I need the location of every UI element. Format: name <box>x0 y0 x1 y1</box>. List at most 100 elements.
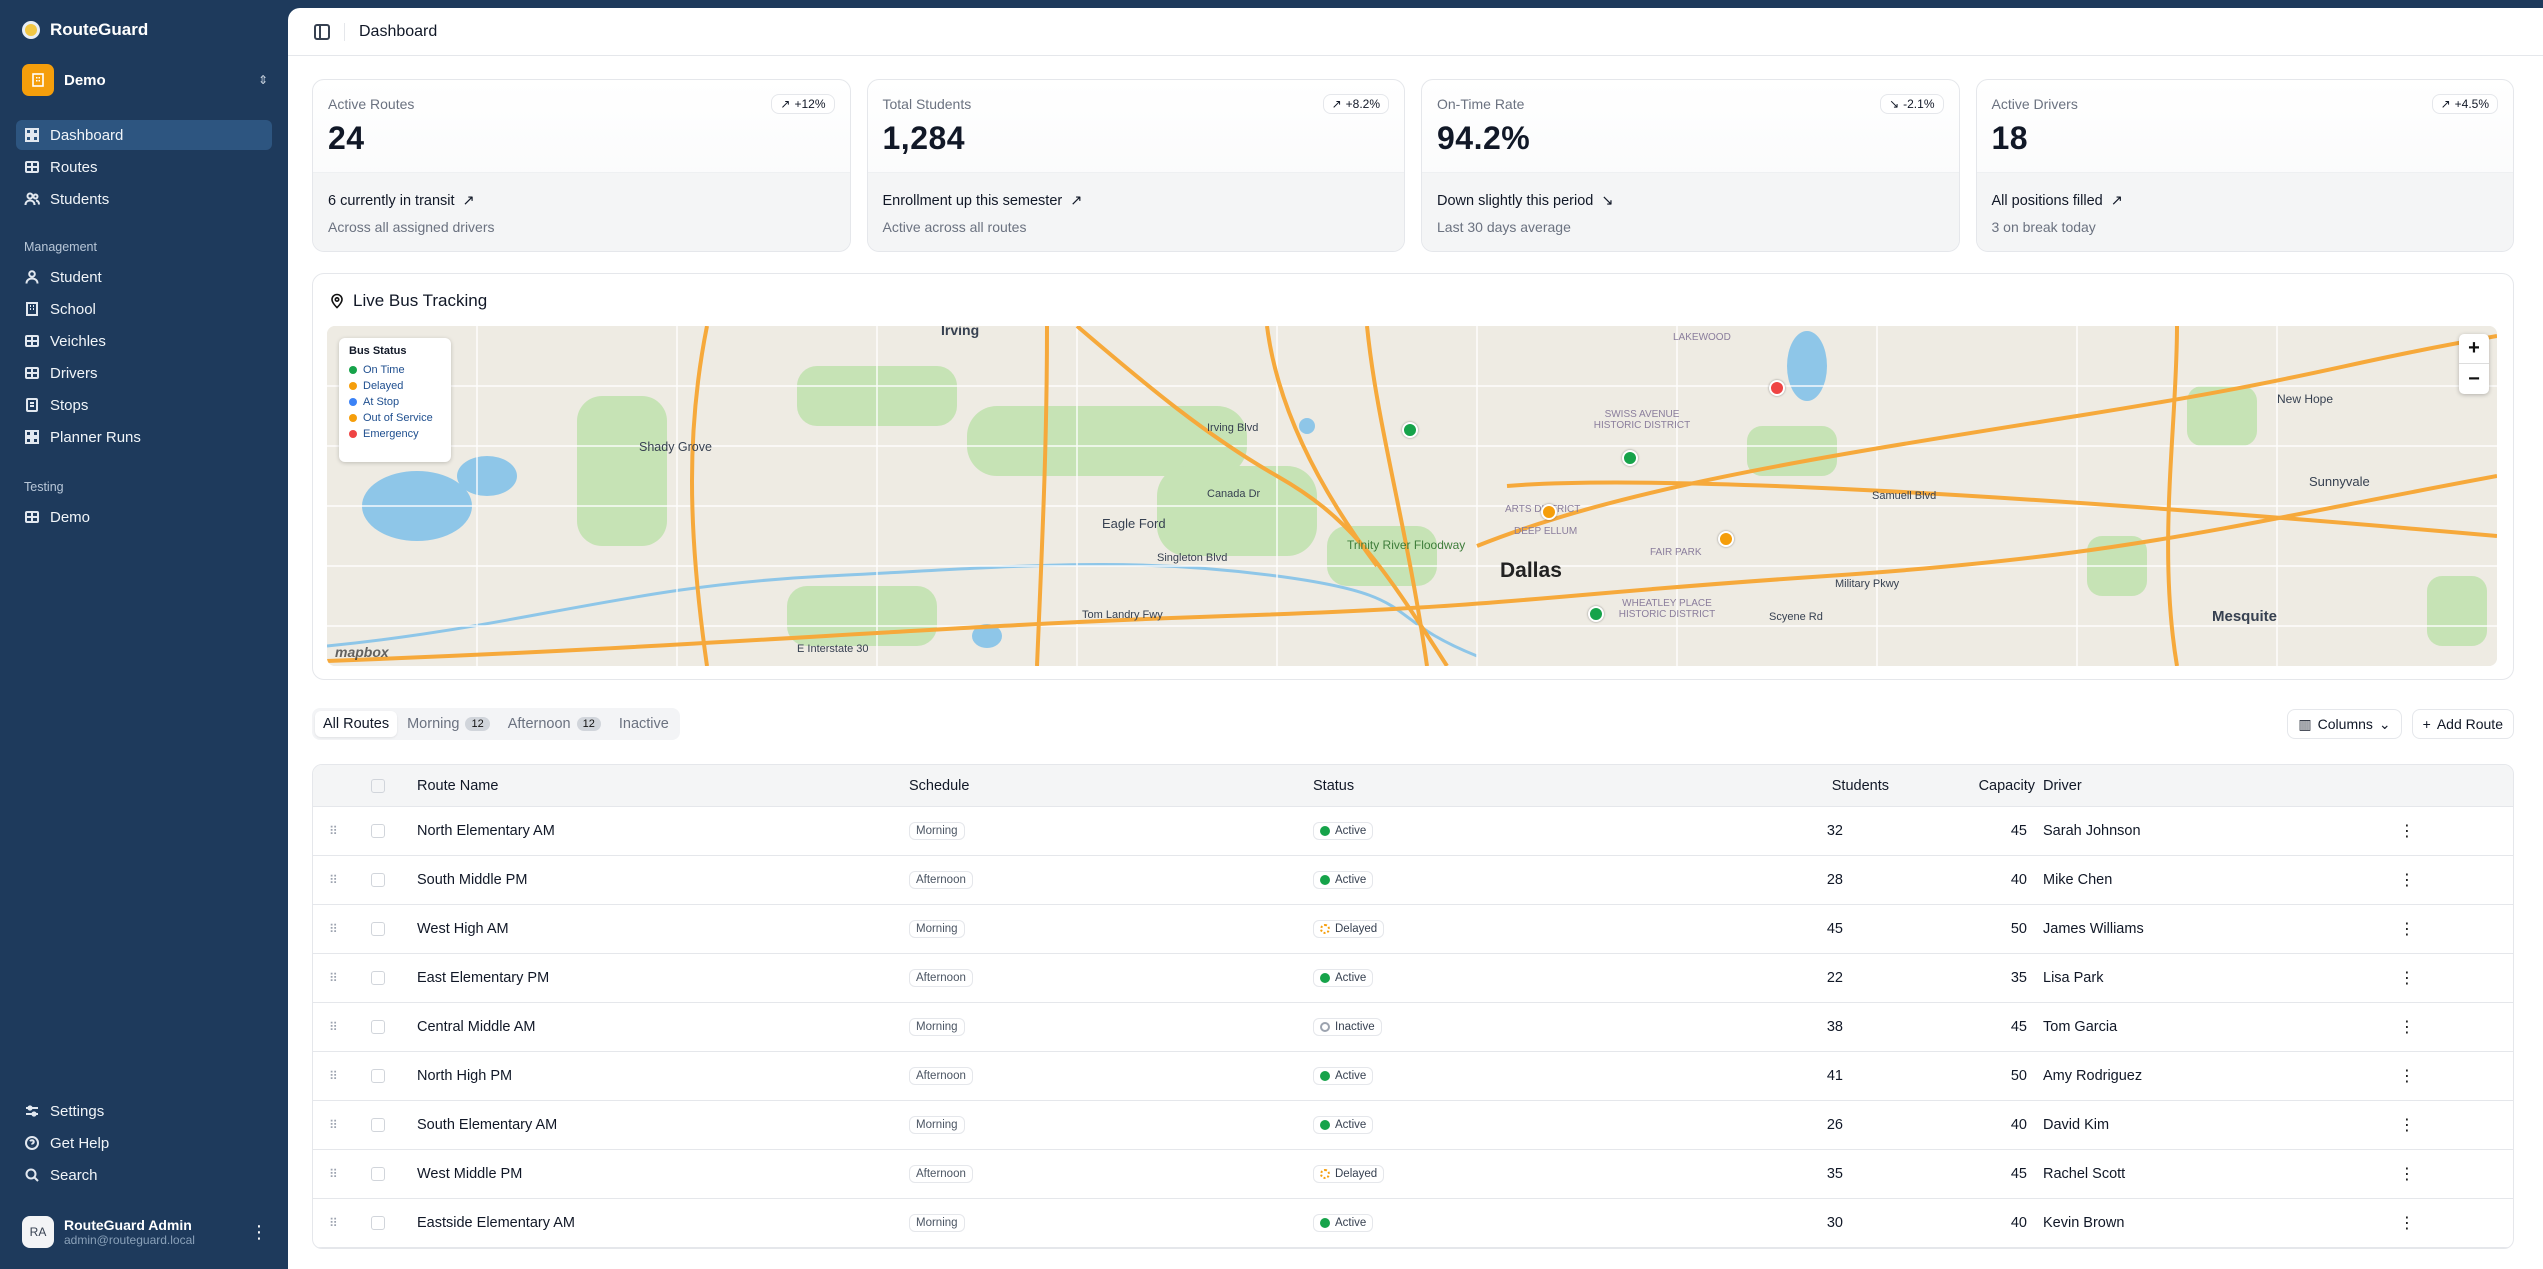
row-select[interactable] <box>353 1069 403 1083</box>
sidebar-item-stops[interactable]: Stops <box>16 390 272 420</box>
checkbox[interactable] <box>371 922 385 936</box>
sidebar-item-student[interactable]: Student <box>16 262 272 292</box>
zoom-in-button[interactable]: + <box>2459 334 2489 364</box>
checkbox[interactable] <box>371 778 385 793</box>
checkbox[interactable] <box>371 1020 385 1034</box>
more-vertical-icon[interactable]: ⋮ <box>2399 1166 2415 1183</box>
sidebar-item-drivers[interactable]: Drivers <box>16 358 272 388</box>
column-header-students[interactable]: Students <box>1831 777 1889 794</box>
status-text: Delayed <box>1335 1168 1378 1180</box>
table-row[interactable]: ⠿ Eastside Elementary AM Morning Active 30 40… <box>313 1199 2513 1248</box>
route-name[interactable]: West High AM <box>417 921 509 937</box>
route-name[interactable]: South Middle PM <box>417 872 528 888</box>
more-vertical-icon[interactable]: ⋮ <box>2399 1068 2415 1085</box>
column-header-schedule[interactable]: Schedule <box>909 777 970 794</box>
route-name[interactable]: East Elementary PM <box>417 970 550 986</box>
drag-handle-icon[interactable]: ⠿ <box>329 824 338 838</box>
map-label: New Hope <box>2277 392 2334 406</box>
bus-marker-delayed[interactable] <box>1718 531 1734 547</box>
checkbox[interactable] <box>371 1118 385 1132</box>
more-vertical-icon[interactable]: ⋮ <box>2399 1019 2415 1036</box>
status-cell: Active <box>1313 1214 1663 1232</box>
row-select[interactable] <box>353 1216 403 1230</box>
select-all-checkbox[interactable] <box>353 778 403 793</box>
row-select[interactable] <box>353 1118 403 1132</box>
checkbox[interactable] <box>371 971 385 985</box>
row-select[interactable] <box>353 1167 403 1181</box>
sidebar-item-planner-runs[interactable]: Planner Runs <box>16 422 272 452</box>
sidebar-item-demo[interactable]: Demo <box>16 502 272 532</box>
drag-handle-icon[interactable]: ⠿ <box>329 922 338 936</box>
table-row[interactable]: ⠿ West Middle PM Afternoon Delayed 35 45 Rache… <box>313 1150 2513 1199</box>
drag-handle-icon[interactable]: ⠿ <box>329 1069 338 1083</box>
route-name[interactable]: Central Middle AM <box>417 1019 536 1035</box>
bus-marker-delayed[interactable] <box>1541 504 1557 520</box>
bus-marker-on-time[interactable] <box>1622 450 1638 466</box>
route-name[interactable]: West Middle PM <box>417 1166 523 1182</box>
column-header-capacity[interactable]: Capacity <box>1978 777 2035 794</box>
more-vertical-icon[interactable]: ⋮ <box>2399 921 2415 938</box>
row-select[interactable] <box>353 824 403 838</box>
sidebar-item-get-help[interactable]: Get Help <box>16 1128 272 1158</box>
sidebar-item-vehicles[interactable]: Veichles <box>16 326 272 356</box>
sidebar-item-school[interactable]: School <box>16 294 272 324</box>
bus-marker-emergency[interactable] <box>1769 380 1785 396</box>
tab-afternoon[interactable]: Afternoon 12 <box>500 711 609 737</box>
more-vertical-icon[interactable]: ⋮ <box>2399 970 2415 987</box>
bottom-nav: Settings Get Help Search <box>16 1096 272 1192</box>
more-vertical-icon[interactable]: ⋮ <box>2399 1215 2415 1232</box>
row-select[interactable] <box>353 873 403 887</box>
route-name[interactable]: Eastside Elementary AM <box>417 1215 575 1231</box>
drag-handle-icon[interactable]: ⠿ <box>329 1020 338 1034</box>
table-row[interactable]: ⠿ South Elementary AM Morning Active 26 40 Dav… <box>313 1101 2513 1150</box>
tab-inactive[interactable]: Inactive <box>611 711 677 737</box>
mapbox-logo[interactable]: mapbox <box>335 644 389 660</box>
route-name[interactable]: North High PM <box>417 1068 513 1084</box>
checkbox[interactable] <box>371 873 385 887</box>
bus-marker-on-time[interactable] <box>1588 606 1604 622</box>
sidebar-item-routes[interactable]: Routes <box>16 152 272 182</box>
user-profile[interactable]: RA RouteGuard Admin admin@routeguard.loc… <box>22 1212 268 1252</box>
table-row[interactable]: ⠿ North High PM Afternoon Active 41 50 Amy Rod… <box>313 1052 2513 1101</box>
route-name[interactable]: North Elementary AM <box>417 823 555 839</box>
tab-morning[interactable]: Morning 12 <box>399 711 498 737</box>
team-switcher[interactable]: Demo ⇕ <box>22 64 268 96</box>
zoom-out-button[interactable]: − <box>2468 367 2480 390</box>
bus-marker-on-time[interactable] <box>1402 422 1418 438</box>
drag-handle-icon[interactable]: ⠿ <box>329 971 338 985</box>
table-row[interactable]: ⠿ West High AM Morning Delayed 45 50 James Wil… <box>313 905 2513 954</box>
more-vertical-icon[interactable]: ⋮ <box>2399 872 2415 889</box>
table-row[interactable]: ⠿ East Elementary PM Afternoon Active 22 35 Li… <box>313 954 2513 1003</box>
row-select[interactable] <box>353 971 403 985</box>
drag-handle-icon[interactable]: ⠿ <box>329 1216 338 1230</box>
checkbox[interactable] <box>371 824 385 838</box>
columns-button[interactable]: ▥ Columns ⌄ <box>2287 709 2402 739</box>
checkbox[interactable] <box>371 1069 385 1083</box>
tab-all-routes[interactable]: All Routes <box>315 711 398 737</box>
table-row[interactable]: ⠿ North Elementary AM Morning Active 32 45 Sar… <box>313 807 2513 856</box>
row-select[interactable] <box>353 1020 403 1034</box>
sidebar-item-students[interactable]: Students <box>16 184 272 214</box>
more-vertical-icon[interactable]: ⋮ <box>2399 1117 2415 1134</box>
sidebar-item-search[interactable]: Search <box>16 1160 272 1190</box>
checkbox[interactable] <box>371 1216 385 1230</box>
more-vertical-icon[interactable]: ⋮ <box>250 1221 268 1242</box>
drag-handle-icon[interactable]: ⠿ <box>329 1118 338 1132</box>
add-route-button[interactable]: + Add Route <box>2411 709 2514 739</box>
live-map[interactable]: Irving Shady Grove rant Eagle Ford Canad… <box>327 326 2497 666</box>
row-select[interactable] <box>353 922 403 936</box>
more-vertical-icon[interactable]: ⋮ <box>2399 823 2415 840</box>
table-row[interactable]: ⠿ South Middle PM Afternoon Active 28 40 Mike … <box>313 856 2513 905</box>
column-header-route-name[interactable]: Route Name <box>417 777 499 794</box>
checkbox[interactable] <box>371 1167 385 1181</box>
column-header-status[interactable]: Status <box>1313 777 1355 794</box>
route-name[interactable]: South Elementary AM <box>417 1117 558 1133</box>
brand[interactable]: RouteGuard <box>22 20 148 40</box>
sidebar-item-dashboard[interactable]: Dashboard <box>16 120 272 150</box>
table-row[interactable]: ⠿ Central Middle AM Morning Inactive 38 45 Tom… <box>313 1003 2513 1052</box>
sidebar-item-settings[interactable]: Settings <box>16 1096 272 1126</box>
drag-handle-icon[interactable]: ⠿ <box>329 1167 338 1181</box>
sidebar-toggle-icon[interactable] <box>314 23 330 40</box>
drag-handle-icon[interactable]: ⠿ <box>329 873 338 887</box>
column-header-driver[interactable]: Driver <box>2043 777 2082 794</box>
